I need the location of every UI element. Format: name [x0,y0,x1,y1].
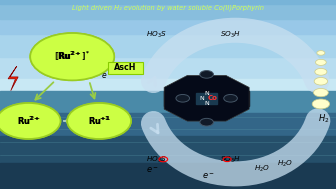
Circle shape [316,59,326,65]
Text: N: N [204,91,209,96]
Bar [199,85,214,112]
Text: $SO_3H$: $SO_3H$ [220,155,241,165]
Bar [0,136,336,163]
Circle shape [0,103,60,139]
Circle shape [224,94,237,102]
Bar [0,0,336,4]
Bar [0,79,336,94]
Bar [0,11,336,34]
Text: AscH: AscH [114,63,136,72]
Bar [0,4,336,19]
Circle shape [313,88,328,97]
Bar [0,91,336,113]
Text: $H_2O$: $H_2O$ [277,158,294,169]
Circle shape [30,33,114,80]
Text: Co: Co [208,95,218,101]
Circle shape [314,77,328,85]
Circle shape [176,94,190,102]
Circle shape [317,51,325,55]
Circle shape [312,99,330,109]
Text: $\mathbf{Ru^{2+}}$: $\mathbf{Ru^{2+}}$ [17,115,40,127]
Circle shape [0,103,60,139]
Text: $SO_3H$: $SO_3H$ [220,30,241,40]
FancyBboxPatch shape [108,62,143,74]
Bar [0,113,336,136]
Bar [0,0,336,85]
Polygon shape [8,66,18,91]
Text: N: N [200,96,204,101]
Text: $\mathbf{Ru^{2+}}$: $\mathbf{Ru^{2+}}$ [16,115,41,127]
Text: Light driven H₂ evolution by water soluble Co(II)Porphyrin: Light driven H₂ evolution by water solub… [72,5,264,11]
Text: $e^-$: $e^-$ [146,165,159,175]
Text: $HO_3S$: $HO_3S$ [146,155,167,165]
Circle shape [67,103,131,139]
Text: $H_2$: $H_2$ [318,113,329,125]
Text: $\mathbf{Ru^{+1}}$: $\mathbf{Ru^{+1}}$ [88,115,110,127]
Bar [164,91,249,106]
Text: $e^-$: $e^-$ [101,72,113,81]
Bar [196,93,217,104]
Circle shape [200,70,213,78]
Circle shape [200,118,213,126]
Polygon shape [164,75,249,121]
Text: $\mathbf{Ru^{+1}}$: $\mathbf{Ru^{+1}}$ [88,115,111,127]
Text: N: N [204,101,209,106]
Circle shape [67,103,131,139]
Circle shape [315,68,327,75]
Bar [0,28,336,57]
Text: $[\mathbf{Ru^{2+}}]^*$: $[\mathbf{Ru^{2+}}]^*$ [55,50,90,63]
Text: $H_2O$: $H_2O$ [254,164,270,174]
Circle shape [30,33,114,80]
Text: $HO_3S$: $HO_3S$ [146,30,167,40]
Bar [0,163,336,189]
Text: $[\mathbf{Ru^{2+}}]^*$: $[\mathbf{Ru^{2+}}]^*$ [54,50,90,63]
Text: $e^-$: $e^-$ [202,171,215,181]
